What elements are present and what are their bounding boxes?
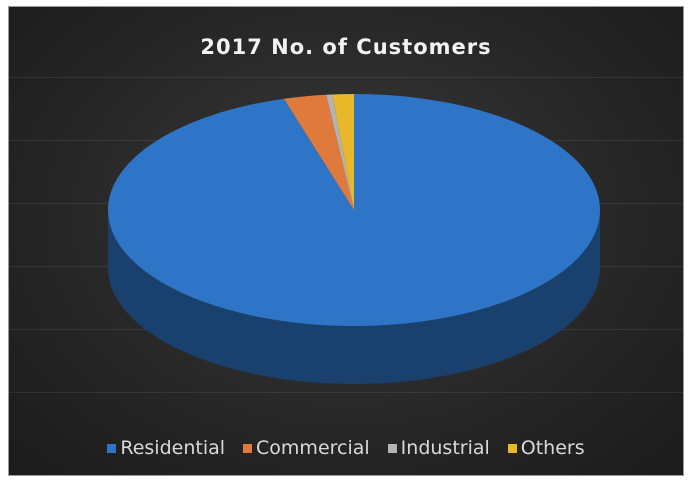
legend-label: Industrial: [400, 437, 490, 459]
chart-area: 2017 No. of Customers Residential Commerc…: [8, 6, 684, 476]
legend-swatch: [243, 443, 253, 453]
pie-slice-others: [332, 94, 354, 210]
gridline: [9, 392, 683, 393]
gridline: [9, 77, 683, 78]
legend: Residential Commercial Industrial Others: [9, 437, 683, 459]
pie-slice-residential: [108, 94, 601, 326]
pie-chart: [108, 94, 601, 384]
legend-item-residential: Residential: [107, 437, 225, 459]
legend-swatch: [387, 443, 397, 453]
chart-title: 2017 No. of Customers: [200, 35, 492, 59]
pie-side-wall: [108, 210, 600, 384]
legend-item-commercial: Commercial: [243, 437, 370, 459]
legend-label: Residential: [120, 437, 226, 459]
legend-swatch: [107, 443, 117, 453]
legend-label: Commercial: [256, 437, 370, 459]
legend-item-industrial: Industrial: [387, 437, 490, 459]
legend-item-others: Others: [507, 437, 585, 459]
pie-slice-industrial: [326, 94, 354, 210]
pie-slice-commercial: [283, 94, 354, 210]
legend-label: Others: [520, 437, 585, 459]
legend-swatch: [507, 443, 517, 453]
